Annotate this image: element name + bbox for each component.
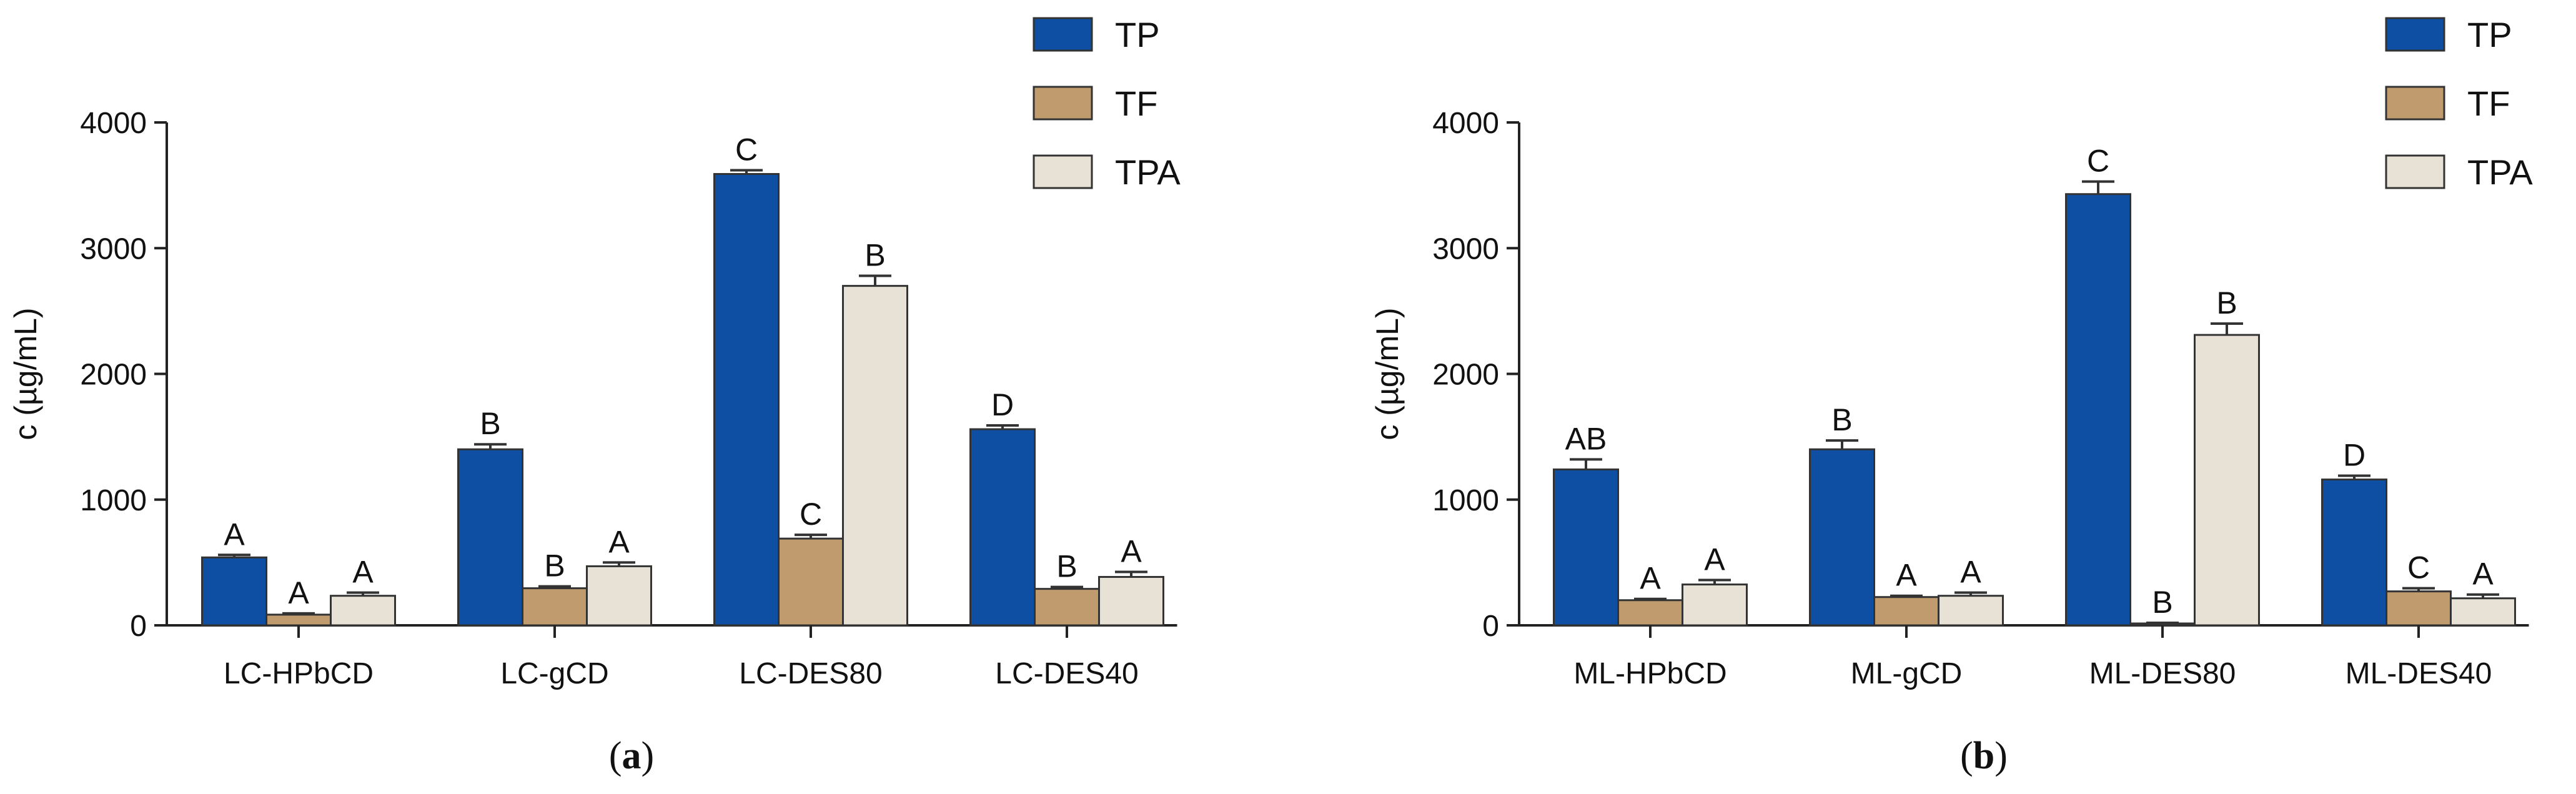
bar-tpa xyxy=(1098,576,1164,627)
significance-letter: D xyxy=(991,387,1014,422)
y-tick-label: 4000 xyxy=(80,107,147,140)
bar-tf xyxy=(1617,599,1683,627)
bar-tpa xyxy=(842,285,908,627)
y-tick-label: 1000 xyxy=(1432,484,1499,517)
y-tick-label: 0 xyxy=(130,610,147,643)
significance-letter: B xyxy=(1056,549,1077,584)
y-axis-label: c (µg/mL) xyxy=(1370,307,1405,440)
legend-swatch-tp xyxy=(2385,17,2445,52)
legend-label: TF xyxy=(1115,84,1157,123)
y-tick-label: 2000 xyxy=(80,359,147,392)
bar-tp xyxy=(713,173,780,627)
caption-b: (b) xyxy=(1960,735,2008,777)
y-tick-label: 3000 xyxy=(1432,232,1499,265)
bar-tf xyxy=(1034,588,1100,627)
significance-letter: C xyxy=(2087,144,2109,179)
significance-letter: A xyxy=(352,555,374,590)
significance-letter: A xyxy=(1960,555,1981,590)
legend-swatch-tpa xyxy=(1033,154,1093,189)
caption-b-letter: b xyxy=(1973,735,1994,777)
significance-letter: B xyxy=(2216,285,2237,320)
significance-letter: B xyxy=(544,548,565,583)
bar-tpa xyxy=(1938,595,2004,627)
legend-label: TF xyxy=(2467,84,2510,123)
y-tick-label: 3000 xyxy=(80,232,147,265)
x-tick-label: ML-DES80 xyxy=(2089,657,2236,690)
significance-letter: A xyxy=(1121,533,1142,568)
x-tick-label: LC-DES40 xyxy=(995,657,1138,690)
bar-tpa xyxy=(2450,597,2516,627)
bar-tpa xyxy=(2194,334,2260,627)
y-tick-label: 2000 xyxy=(1432,359,1499,392)
legend-label: TPA xyxy=(2467,152,2533,192)
caption-a-letter: a xyxy=(622,735,642,777)
bar-tpa xyxy=(1682,583,1748,627)
bar-tp xyxy=(1553,468,1619,627)
significance-letter: B xyxy=(480,406,500,441)
significance-letter: B xyxy=(2152,585,2172,620)
x-tick-label: ML-DES40 xyxy=(2346,657,2492,690)
legend-swatch-tf xyxy=(1033,86,1093,121)
caption-a: (a) xyxy=(609,735,654,777)
legend-swatch-tpa xyxy=(2385,154,2445,189)
y-axis-label: c (µg/mL) xyxy=(8,307,43,440)
significance-letter: C xyxy=(735,132,758,167)
significance-letter: A xyxy=(1896,558,1917,593)
bar-tp xyxy=(1809,448,1875,627)
significance-letter: AB xyxy=(1565,421,1607,456)
legend-swatch-tf xyxy=(2385,86,2445,121)
bar-tf xyxy=(522,587,588,627)
bar-tp xyxy=(969,428,1036,627)
y-tick-label: 4000 xyxy=(1432,107,1499,140)
significance-letter: D xyxy=(2343,438,2365,473)
bar-tf xyxy=(2385,590,2452,627)
x-tick-label: ML-HPbCD xyxy=(1573,657,1726,690)
x-tick-label: LC-HPbCD xyxy=(224,657,374,690)
significance-letter: B xyxy=(864,238,885,273)
significance-letter: A xyxy=(224,517,245,552)
significance-letter: B xyxy=(1831,402,1852,437)
significance-letter: A xyxy=(2472,557,2494,592)
legend-label: TP xyxy=(1115,15,1160,54)
bar-tp xyxy=(201,556,267,627)
bar-tf xyxy=(1873,596,1939,627)
legend-swatch-tp xyxy=(1033,17,1093,52)
bar-tp xyxy=(2321,479,2387,627)
chart-panel-a: 0 1000 2000 3000 4000 c (µg/mL) A A A LC-HPbCD B B A… xyxy=(8,15,1181,690)
bar-tp xyxy=(457,448,523,627)
bar-tpa xyxy=(586,565,652,627)
bar-tpa xyxy=(330,595,396,627)
x-tick-label: LC-gCD xyxy=(500,657,608,690)
y-tick-label: 0 xyxy=(1482,610,1499,643)
significance-letter: A xyxy=(288,575,309,610)
legend-label: TP xyxy=(2467,15,2512,54)
significance-letter: A xyxy=(1704,542,1725,577)
x-tick-label: ML-gCD xyxy=(1851,657,1963,690)
y-tick-label: 1000 xyxy=(80,484,147,517)
bar-tf xyxy=(778,537,844,627)
significance-letter: C xyxy=(2407,550,2430,585)
legend-label: TPA xyxy=(1115,152,1181,192)
significance-letter: A xyxy=(1640,561,1661,596)
significance-letter: A xyxy=(608,524,630,559)
bar-tf xyxy=(265,613,332,627)
x-tick-label: LC-DES80 xyxy=(739,657,882,690)
significance-letter: C xyxy=(800,497,822,532)
bar-tp xyxy=(2065,193,2131,627)
